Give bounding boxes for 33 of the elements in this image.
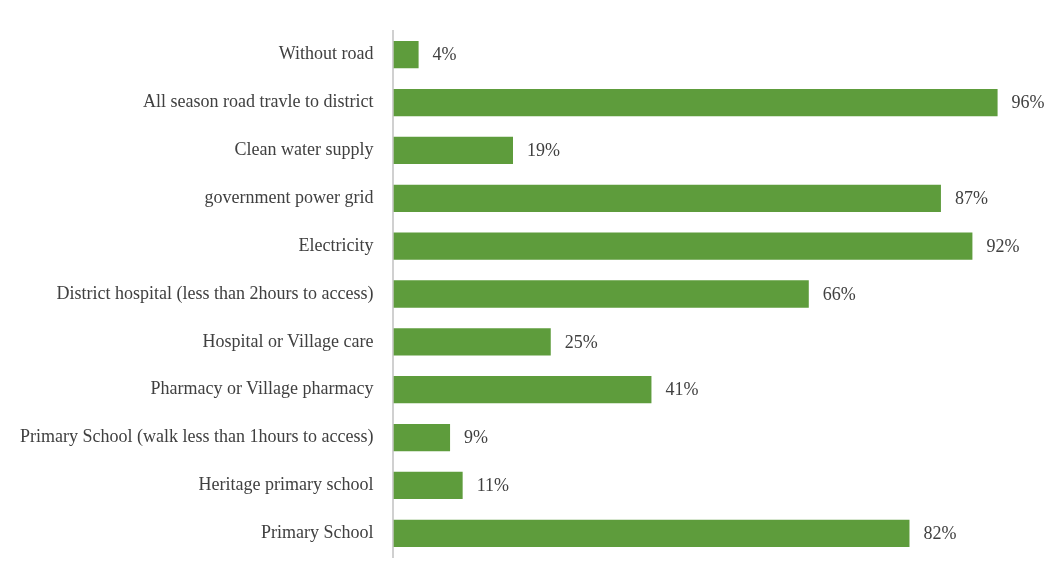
y-tick-label: Without road xyxy=(278,43,374,64)
data-label: 87% xyxy=(954,188,988,209)
data-label: 41% xyxy=(665,379,699,400)
bar xyxy=(393,88,998,117)
y-tick-label: Primary School xyxy=(260,522,374,543)
bar xyxy=(393,184,941,212)
y-tick-label: Clean water supply xyxy=(234,139,374,160)
data-label: 4% xyxy=(432,44,457,65)
y-tick-label: Heritage primary school xyxy=(198,474,374,495)
bar xyxy=(393,376,652,404)
bar xyxy=(393,519,910,547)
data-label: 66% xyxy=(822,283,856,304)
data-label: 25% xyxy=(564,331,598,352)
bar xyxy=(393,232,973,260)
bar xyxy=(393,328,551,356)
data-label: 96% xyxy=(1011,92,1045,113)
y-tick-label: Primary School (walk less than 1hours to access) xyxy=(19,426,374,448)
data-label: 11% xyxy=(476,475,509,496)
data-label: 9% xyxy=(464,427,489,448)
data-label: 19% xyxy=(527,140,560,161)
data-label: 92% xyxy=(986,235,1020,256)
bar xyxy=(393,280,809,308)
y-tick-label: Pharmacy or Village pharmacy xyxy=(150,378,374,399)
y-tick-label: government power grid xyxy=(204,187,374,208)
y-tick-label: Electricity xyxy=(298,234,374,255)
y-tick-label: Hospital or Village care xyxy=(202,330,374,351)
y-tick-label: All season road travle to district xyxy=(142,91,374,112)
bar xyxy=(393,41,419,69)
bar xyxy=(393,423,451,452)
data-label: 82% xyxy=(923,523,957,544)
y-tick-label: District hospital (less than 2hours to access) xyxy=(56,282,374,304)
bar xyxy=(393,471,463,500)
bar xyxy=(393,136,513,165)
